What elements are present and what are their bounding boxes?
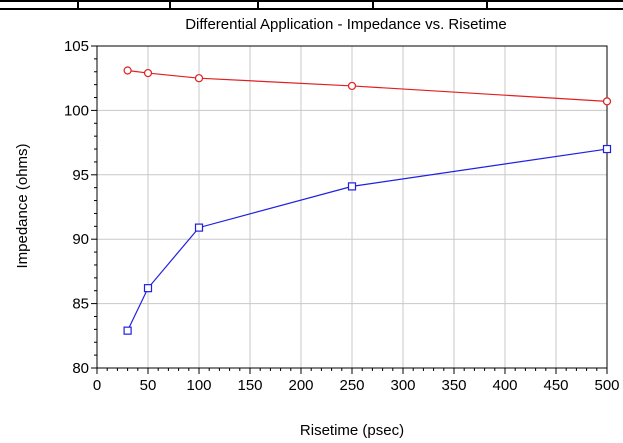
y-tick-label: 105 bbox=[64, 38, 89, 55]
grid bbox=[97, 46, 607, 368]
x-tick-label: 350 bbox=[441, 377, 466, 394]
data-point bbox=[123, 66, 132, 75]
y-tick-label: 100 bbox=[64, 102, 89, 119]
data-point bbox=[194, 223, 204, 232]
data-point bbox=[123, 326, 132, 335]
y-tick-label: 90 bbox=[72, 231, 89, 248]
data-point bbox=[347, 182, 357, 191]
x-axis-tick-labels: 0 50 100 150 200 250 300 350 400 450 500 bbox=[93, 377, 620, 394]
x-tick-label: 50 bbox=[140, 377, 157, 394]
y-tick-label: 80 bbox=[72, 360, 89, 377]
x-tick-label: 450 bbox=[543, 377, 568, 394]
data-point bbox=[143, 284, 153, 293]
x-tick-label: 500 bbox=[594, 377, 619, 394]
x-tick-label: 300 bbox=[390, 377, 415, 394]
y-axis-tick-labels: 80 85 90 95 100 105 bbox=[64, 38, 89, 377]
x-tick-label: 250 bbox=[339, 377, 364, 394]
x-axis-title: Risetime (psec) bbox=[300, 422, 404, 439]
x-tick-label: 100 bbox=[186, 377, 211, 394]
series-layer bbox=[123, 66, 612, 335]
axis-ticks bbox=[91, 45, 608, 374]
x-tick-label: 400 bbox=[492, 377, 517, 394]
y-tick-label: 95 bbox=[72, 167, 89, 184]
x-tick-label: 150 bbox=[237, 377, 262, 394]
data-point bbox=[194, 74, 204, 83]
data-point bbox=[143, 68, 153, 78]
data-point bbox=[602, 97, 612, 106]
y-axis-title: Impedance (ohms) bbox=[14, 143, 31, 268]
chart-title: Differential Application - Impedance vs.… bbox=[185, 16, 507, 33]
data-point bbox=[347, 81, 357, 91]
series-2 bbox=[123, 144, 612, 335]
y-tick-label: 85 bbox=[72, 296, 89, 313]
series-1 bbox=[123, 66, 612, 106]
x-tick-label: 0 bbox=[93, 377, 101, 394]
data-point bbox=[602, 144, 612, 154]
table-strip bbox=[0, 0, 623, 10]
x-tick-label: 200 bbox=[288, 377, 313, 394]
